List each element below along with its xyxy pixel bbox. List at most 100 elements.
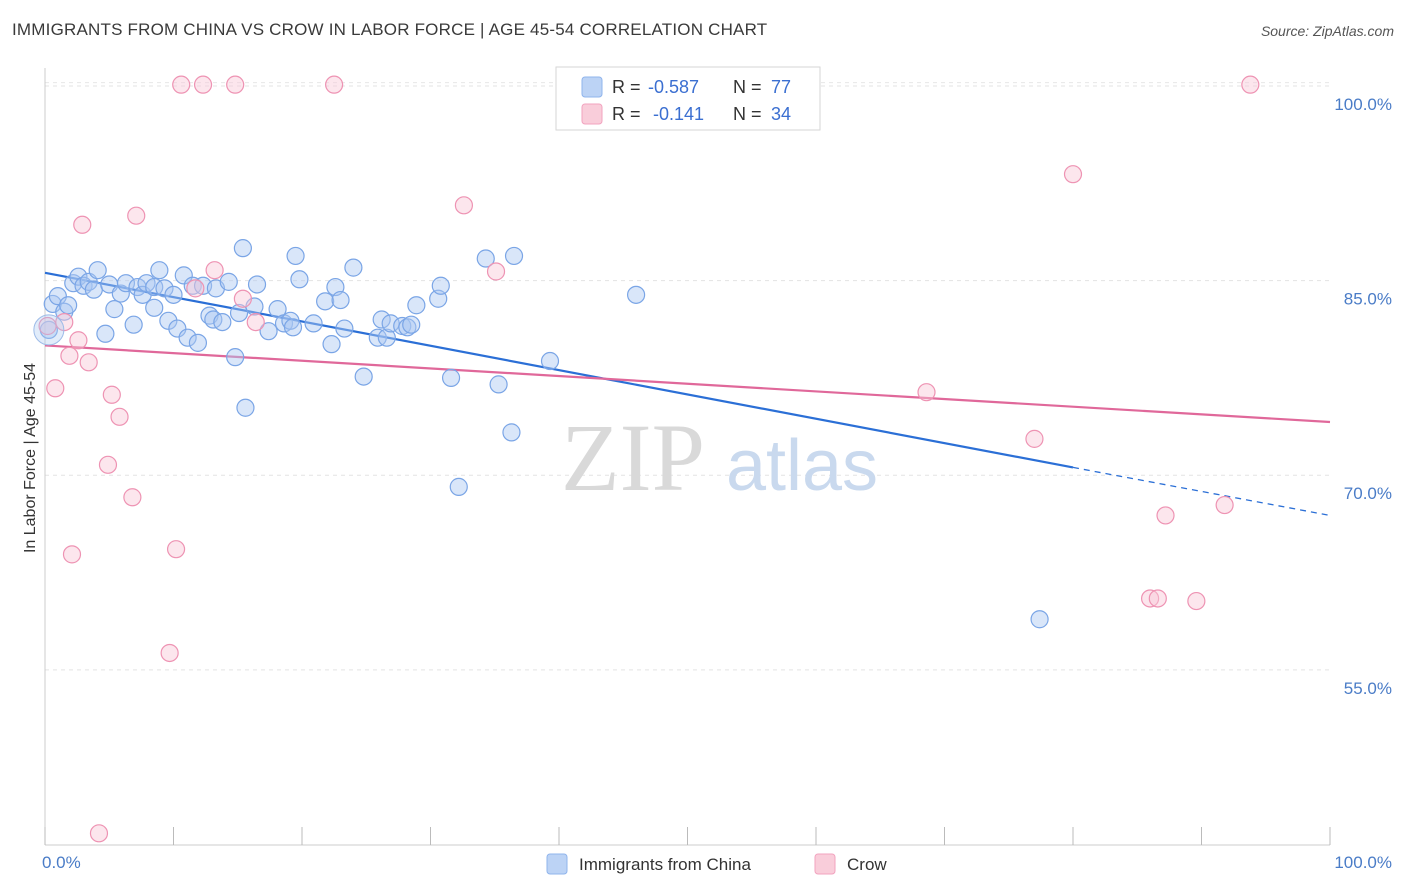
watermark-zip: ZIP [561,404,705,511]
crow-point [60,346,79,365]
axes [44,68,1331,846]
china-point [59,296,78,315]
crow-point [325,75,344,94]
crow-point [62,545,82,564]
china-point [322,335,341,354]
china-point [290,270,309,289]
china-point [441,368,461,387]
china-point [155,279,174,298]
china-point [105,300,124,319]
china-point [431,276,450,295]
crow-point [1215,495,1234,515]
legend-n-label-1: N = [733,77,762,97]
china-point [476,249,495,268]
china-point [335,319,354,338]
china-point [407,296,426,315]
grid-lines [45,82,1330,671]
legend-top: R = -0.587 N = 77 R = -0.141 N = 34 [555,66,821,131]
crow-point [1156,506,1175,525]
legend-r-label-2: R = [612,104,641,124]
china-point [502,423,521,442]
china-point [48,287,67,306]
crow-point [193,75,213,94]
legend-n-value-1: 77 [771,77,791,97]
y-axis-label: In Labor Force | Age 45-54 [22,363,39,553]
legend-r-value-2: -0.141 [648,104,704,124]
china-trend-extension [1072,466,1331,517]
crow-point [1148,589,1167,608]
china-point [96,324,115,343]
china-point [372,310,391,329]
china-trend-line [44,271,1074,469]
crow-point [1140,589,1160,608]
y-tick-label: 55.0% [1344,679,1392,698]
china-point [188,333,208,352]
china-point [304,314,323,333]
china-point [236,398,255,417]
legend-r-label-1: R = [612,77,641,97]
china-cluster-point [33,314,65,346]
crow-point [46,379,65,398]
watermark-atlas: atlas [726,426,878,506]
crow-point [486,262,506,281]
china-point [124,315,143,334]
y-tick-label: 85.0% [1344,290,1392,309]
china-point [145,298,164,317]
crow-point [89,824,109,843]
china-point [88,261,107,280]
crow-point [166,540,186,559]
crow-point [110,407,129,426]
china-point [178,328,197,347]
china-point [331,290,350,310]
data-points [33,75,1260,843]
china-point [247,275,267,294]
china-point [626,285,646,304]
china-point [259,322,278,341]
china-point [226,348,245,367]
crow-point [226,75,245,94]
china-point [504,246,524,266]
crow-point [1241,75,1260,94]
china-point [344,258,363,277]
crow-point [127,206,146,225]
legend-n-value-2: 34 [771,104,791,124]
legend-n-label-2: N = [733,104,762,124]
china-point [84,280,103,299]
china-point [150,261,169,280]
china-point [219,272,238,291]
china-point [213,312,232,332]
china-point [183,276,202,295]
crow-point [160,643,179,663]
china-point [489,375,508,394]
x-tick-labels: 0.0% 100.0% [42,853,1392,872]
source-label: Source: ZipAtlas.com [1260,23,1394,39]
x-tick-label-min: 0.0% [42,853,81,872]
crow-point [79,353,98,372]
crow-point [917,383,936,402]
crow-point [1025,429,1044,448]
china-point [316,292,335,311]
legend-swatch-china [581,76,603,98]
crow-point [73,215,92,234]
legend-r-value-1: -0.587 [648,77,699,97]
crow-point [102,385,121,404]
china-point [449,477,468,496]
china-point [111,284,130,303]
legend-swatch-crow [581,103,603,125]
china-point [229,303,249,323]
china-point [116,274,136,293]
china-point [1030,610,1049,629]
crow-point [205,261,224,280]
y-tick-label: 70.0% [1344,484,1392,503]
china-point [402,315,421,334]
y-tick-labels: 55.0% 70.0% 85.0% 100.0% [1334,95,1392,698]
crow-point [98,455,118,474]
crow-point [233,289,252,308]
crow-point [1063,165,1083,184]
crow-point [1187,591,1206,611]
legend-bottom: Immigrants from China Crow [546,853,887,875]
crow-point [246,312,265,332]
crow-point [186,279,205,298]
bottom-legend-label-china: Immigrants from China [579,855,751,874]
